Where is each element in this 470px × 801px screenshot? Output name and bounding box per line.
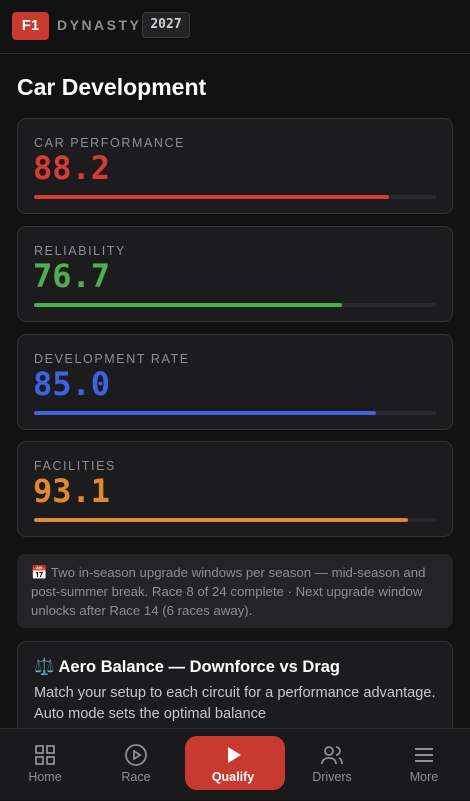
season-year[interactable]: 2027 [142,12,190,38]
stat-value: 93.1 [33,472,111,510]
stat-track [34,411,436,415]
stat-name: FACILITIES [34,459,116,473]
nav-label: Race [121,770,151,784]
more-icon [415,748,433,762]
nav-home[interactable]: Home [0,729,92,801]
nav-label: More [409,770,439,784]
card-text: Match your setup to each circuit for a p… [34,685,436,722]
stat-value: 85.0 [33,365,111,403]
stat-card: FACILITIES 93.1 [17,441,453,537]
note: 📅 Two in-season upgrade windows per seas… [17,554,453,628]
stat-value: 88.2 [33,149,111,187]
stat-bar [34,195,389,199]
stat-bar [34,303,343,307]
nav-drivers[interactable]: Drivers [285,729,379,801]
stat-name: DEVELOPMENT RATE [34,352,190,366]
stat-name: CAR PERFORMANCE [34,136,186,150]
stat-name: RELIABILITY [34,244,126,258]
drivers-icon [321,746,343,765]
race-icon [125,744,147,766]
stat-track [34,303,436,307]
nav-label: Drivers [312,770,352,784]
stat-track [34,518,436,522]
brand: DYNASTY [57,17,142,33]
stat-card: DEVELOPMENT RATE 85.0 [17,334,453,430]
nav-label: Qualify [211,770,255,784]
page-title: Car Development [17,74,207,100]
nav-label: Home [28,770,62,784]
nav-more[interactable]: More [377,729,470,801]
stat-bar [34,518,409,522]
active-pill [185,736,285,790]
bottom-nav: Home Race Qualify Drivers More [0,728,470,800]
stat-card: CAR PERFORMANCE 88.2 [17,118,453,214]
stat-bar [34,411,376,415]
header: F1 DYNASTY 2027 [0,0,470,54]
stat-value: 76.7 [33,257,111,295]
stat-card: RELIABILITY 76.7 [17,226,453,322]
nav-race[interactable]: Race [89,729,183,801]
home-icon [35,745,55,765]
card-title: ⚖️ Aero Balance — Downforce vs Drag [34,658,341,676]
nav-qualify[interactable]: Qualify [185,729,285,801]
qualify-icon [228,747,241,763]
stat-track [34,195,436,199]
badge: F1 [12,12,49,40]
